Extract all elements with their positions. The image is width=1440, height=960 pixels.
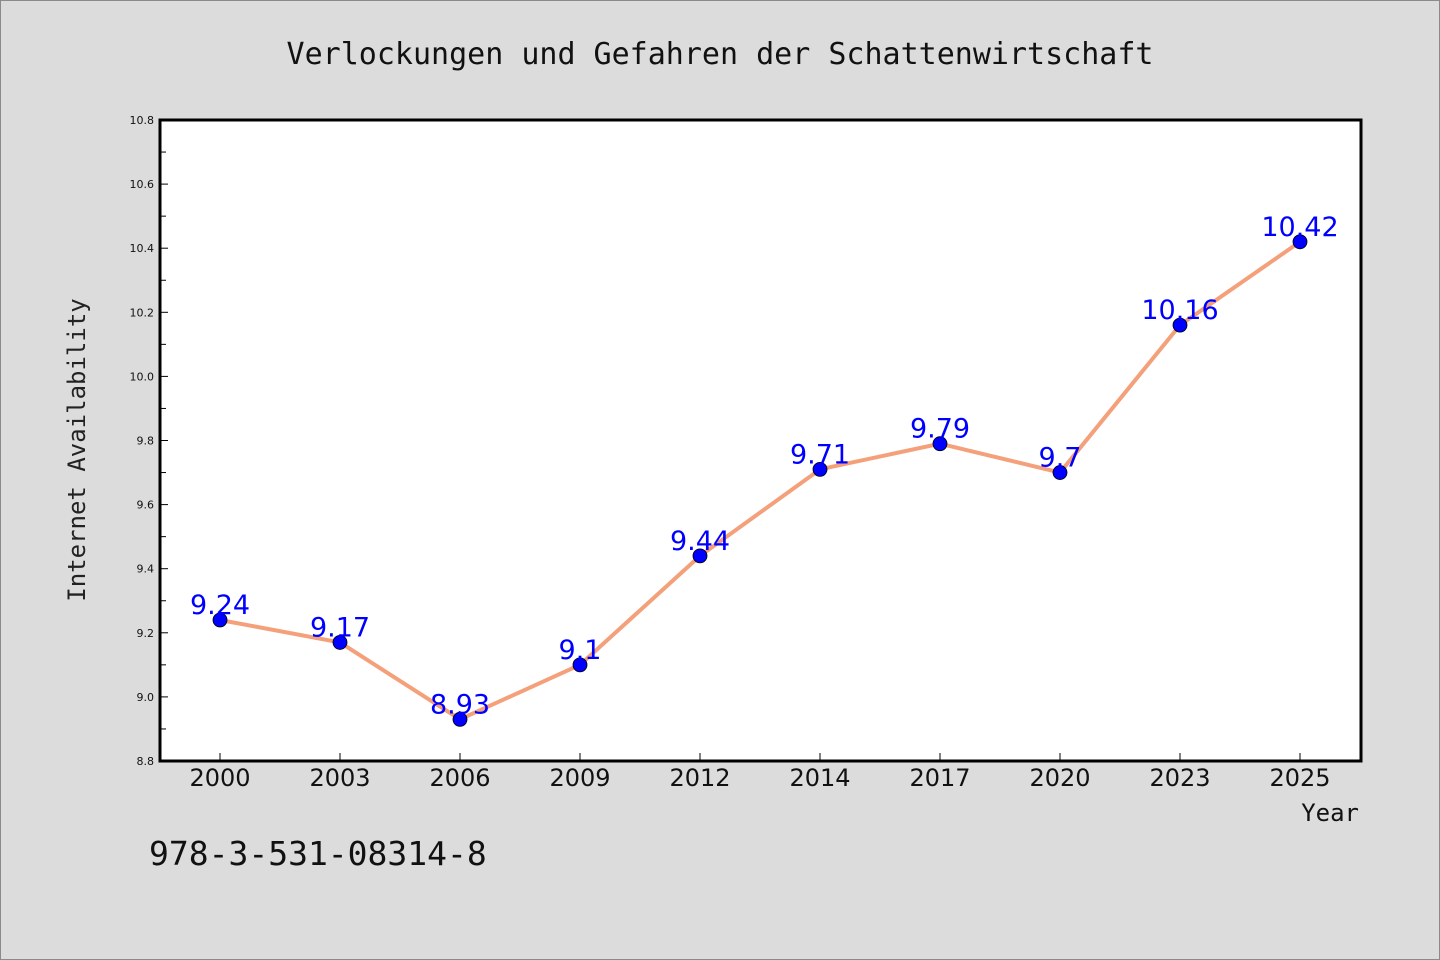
- data-point: [692, 548, 708, 564]
- data-point: [572, 657, 588, 673]
- data-point: [812, 461, 828, 477]
- x-tick-label: 2020: [1029, 764, 1090, 792]
- data-label: 9.17: [310, 612, 370, 643]
- y-tick-label: 9.4: [137, 563, 155, 576]
- y-tick-label: 10.6: [130, 178, 155, 191]
- series-layer: [212, 234, 1308, 727]
- x-tick-label: 2009: [549, 764, 610, 792]
- y-tick-label: 9.6: [137, 499, 155, 512]
- data-point: [332, 635, 348, 650]
- plot-area: [160, 120, 1361, 761]
- y-tick-label: 9.8: [137, 435, 155, 448]
- y-tick-label: 10.8: [130, 114, 155, 127]
- series-line: [219, 240, 1302, 722]
- x-tick-label: 2023: [1149, 764, 1210, 792]
- data-point: [932, 436, 948, 452]
- x-tick-label: 2012: [669, 764, 730, 792]
- y-tick-label: 8.8: [137, 755, 155, 768]
- data-point: [212, 612, 228, 628]
- x-axis-label: Year: [1301, 799, 1359, 827]
- y-tick-label: 9.2: [137, 627, 155, 640]
- y-axis-label: Internet Availability: [63, 298, 91, 601]
- x-tick-label: 2017: [909, 764, 970, 792]
- x-tick-label: 2006: [429, 764, 490, 792]
- plot-frame: [158, 118, 1363, 763]
- data-label: 10.42: [1261, 212, 1338, 243]
- data-label: 9.44: [670, 526, 730, 557]
- footer-code: 978-3-531-08314-8: [149, 834, 487, 873]
- x-tick-label: 2025: [1269, 764, 1330, 792]
- data-label: 8.93: [430, 689, 490, 720]
- y-tick-label: 10.0: [130, 370, 155, 383]
- data-point: [1052, 465, 1068, 480]
- x-tick-label: 2014: [789, 764, 850, 792]
- y-tick-label: 9.0: [137, 691, 155, 704]
- data-point: [1292, 234, 1308, 250]
- y-tick-label: 10.2: [130, 306, 155, 319]
- data-point: [1172, 317, 1188, 333]
- x-tick-label: 2003: [309, 764, 370, 792]
- data-label: 9.1: [559, 635, 602, 666]
- data-label: 9.71: [790, 439, 850, 470]
- x-tick-label: 2000: [189, 764, 250, 792]
- data-label: 10.16: [1141, 295, 1218, 326]
- data-labels-layer: 9.24 9.17 8.93 9.1 9.44 9.71 9.79 9.7 10.16 10.42: [190, 212, 1339, 721]
- y-tick-label: 10.4: [130, 242, 155, 255]
- ticks-layer: 8.8 9.0 9.2 9.4 9.6 9.8 10.0 10.2 10.4 10.6 10.8 20…: [130, 114, 1331, 792]
- data-point: [452, 711, 468, 727]
- data-label: 9.79: [910, 414, 970, 445]
- chart-title: Verlockungen und Gefahren der Schattenwi…: [287, 37, 1154, 72]
- data-label: 9.24: [190, 590, 250, 621]
- data-label: 9.7: [1039, 443, 1082, 474]
